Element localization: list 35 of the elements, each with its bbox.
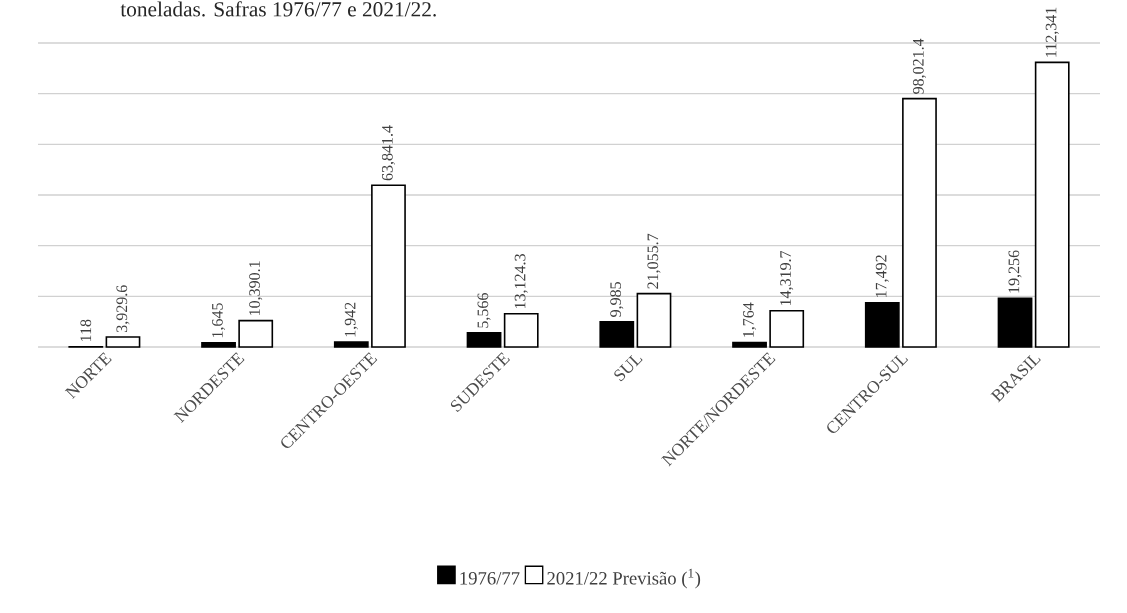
- legend-label: 1976/77: [460, 572, 520, 585]
- bar: [864, 301, 900, 348]
- x-tick-label: SUL: [614, 354, 643, 382]
- chart-title: toneladas. Safras 1976/77 e 2021/22.: [120, 1, 436, 17]
- bar: [371, 184, 406, 348]
- data-label: 13,124.3: [514, 254, 528, 309]
- bar: [238, 319, 274, 348]
- bar: [333, 341, 369, 348]
- bar: [105, 336, 141, 348]
- bar: [732, 341, 767, 348]
- bar: [466, 332, 502, 348]
- data-label: 1,764: [743, 302, 757, 337]
- data-label: 3,929.6: [116, 285, 130, 332]
- data-label: 21,055.7: [647, 233, 661, 289]
- data-label: 10,390.1: [249, 261, 263, 315]
- bar: [503, 312, 539, 348]
- data-label: 14,319.7: [780, 250, 794, 306]
- bar: [769, 309, 805, 348]
- legend-label: 2021/22 Previsão ($^{1}$): [547, 568, 701, 589]
- data-label: 9,985: [610, 282, 624, 317]
- bar: [997, 297, 1033, 348]
- bar: [636, 292, 672, 348]
- bar: [902, 97, 937, 348]
- data-label: 63,841.4: [381, 125, 396, 181]
- data-label: 5,566: [477, 293, 491, 328]
- bar: [201, 342, 236, 348]
- data-label: 19,256: [1008, 250, 1022, 293]
- data-label: 112,341: [1045, 7, 1059, 57]
- data-label: 98,021.4: [912, 38, 927, 94]
- data-label: 118: [80, 319, 92, 342]
- bar: [599, 320, 635, 348]
- data-label: 1,942: [344, 302, 358, 337]
- data-label: 1,645: [212, 303, 226, 338]
- bar: [1034, 61, 1070, 348]
- data-label: 17,492: [875, 255, 889, 298]
